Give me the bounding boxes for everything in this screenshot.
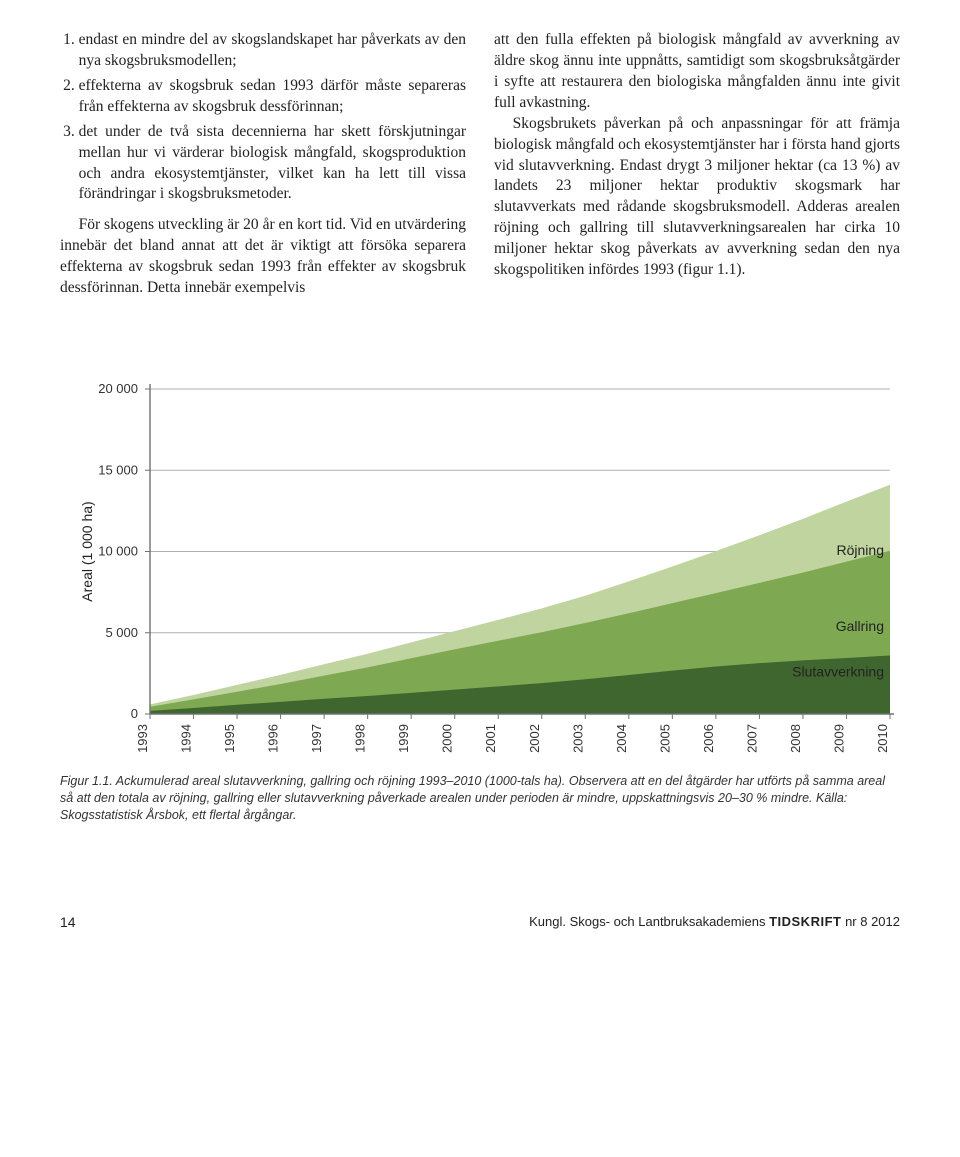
pub-prefix: Kungl. Skogs- och Lantbruksakademiens bbox=[529, 914, 769, 929]
svg-text:2005: 2005 bbox=[657, 724, 672, 753]
svg-text:2010: 2010 bbox=[875, 724, 890, 753]
svg-text:2007: 2007 bbox=[744, 724, 759, 753]
svg-text:1998: 1998 bbox=[353, 724, 368, 753]
pub-bold: TIDSKRIFT bbox=[769, 914, 841, 929]
svg-text:1999: 1999 bbox=[396, 724, 411, 753]
svg-text:20 000: 20 000 bbox=[98, 381, 138, 396]
svg-text:15 000: 15 000 bbox=[98, 462, 138, 477]
pub-suffix: nr 8 2012 bbox=[841, 914, 900, 929]
svg-text:2001: 2001 bbox=[483, 724, 498, 753]
svg-text:1993: 1993 bbox=[135, 724, 150, 753]
page-number: 14 bbox=[60, 914, 76, 930]
svg-text:2008: 2008 bbox=[788, 724, 803, 753]
svg-text:10 000: 10 000 bbox=[98, 544, 138, 559]
numbered-list: endast en mindre del av skogslandskapet … bbox=[60, 30, 466, 205]
chart-svg: 0 5 000 10 000 15 000 20 000 Areal (1 000 ha)… bbox=[60, 379, 900, 759]
list-item: effekterna av skogsbruk sedan 1993 därfö… bbox=[79, 76, 466, 118]
left-column: endast en mindre del av skogslandskapet … bbox=[60, 30, 466, 299]
svg-text:Slutavverkning: Slutavverkning bbox=[792, 664, 884, 680]
paragraph: Skogsbrukets påverkan på och anpassninga… bbox=[494, 114, 900, 281]
paragraph: För skogens utveckling är 20 år en kort … bbox=[60, 215, 466, 299]
svg-text:2002: 2002 bbox=[527, 724, 542, 753]
svg-text:2003: 2003 bbox=[570, 724, 585, 753]
list-item: endast en mindre del av skogslandskapet … bbox=[79, 30, 466, 72]
svg-text:5 000: 5 000 bbox=[105, 625, 138, 640]
area-chart: 0 5 000 10 000 15 000 20 000 Areal (1 000 ha)… bbox=[60, 379, 900, 759]
body-text: endast en mindre del av skogslandskapet … bbox=[60, 30, 900, 299]
svg-text:1997: 1997 bbox=[309, 724, 324, 753]
svg-text:Areal (1 000 ha): Areal (1 000 ha) bbox=[79, 501, 95, 601]
svg-text:1995: 1995 bbox=[222, 724, 237, 753]
svg-text:1994: 1994 bbox=[179, 724, 194, 753]
figure-caption: Figur 1.1. Ackumulerad areal slutavverkn… bbox=[60, 773, 900, 824]
list-item: det under de två sista decennierna har s… bbox=[79, 122, 466, 206]
svg-text:2004: 2004 bbox=[614, 724, 629, 753]
svg-text:Röjning: Röjning bbox=[837, 542, 884, 558]
svg-text:2000: 2000 bbox=[440, 724, 455, 753]
svg-text:2006: 2006 bbox=[701, 724, 716, 753]
paragraph: att den fulla effekten på biologisk mång… bbox=[494, 30, 900, 114]
right-column: att den fulla effekten på biologisk mång… bbox=[494, 30, 900, 299]
svg-text:Gallring: Gallring bbox=[836, 618, 884, 634]
svg-text:1996: 1996 bbox=[266, 724, 281, 753]
publication-line: Kungl. Skogs- och Lantbruksakademiens TI… bbox=[529, 914, 900, 930]
page-footer: 14 Kungl. Skogs- och Lantbruksakademiens… bbox=[60, 914, 900, 930]
svg-text:0: 0 bbox=[131, 706, 138, 721]
svg-text:2009: 2009 bbox=[831, 724, 846, 753]
